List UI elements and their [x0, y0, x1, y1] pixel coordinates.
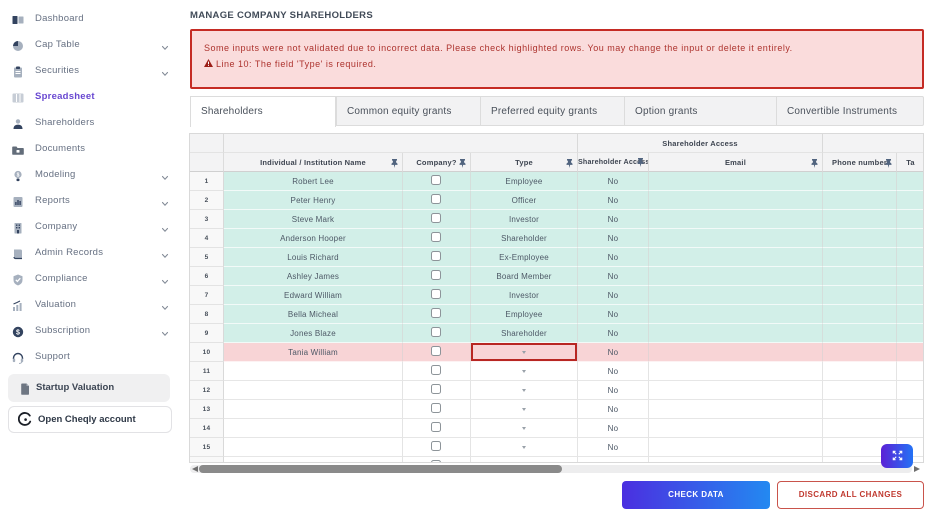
svg-text:$: $: [16, 329, 20, 336]
svg-text:$: $: [17, 172, 20, 178]
